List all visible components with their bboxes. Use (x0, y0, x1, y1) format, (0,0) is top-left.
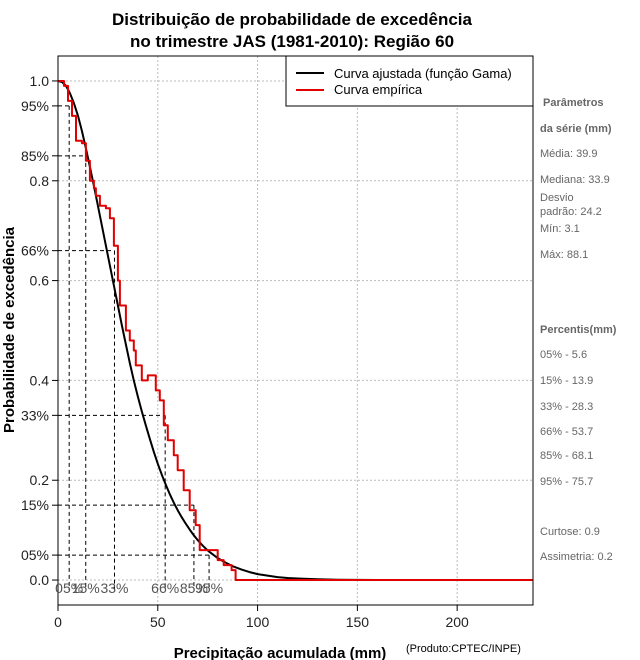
legend-box (285, 55, 534, 107)
percentil-15: 15% - 13.9 (540, 375, 593, 387)
percentile-guides (58, 105, 210, 590)
legend-label-empirical: Curva empírica (334, 82, 423, 97)
y-axis-label: Probabilidade de excedência (1, 226, 18, 433)
x-tick-label: 50 (150, 614, 166, 630)
percentile-label: 33% (100, 580, 128, 596)
y-tick-label: 0.6 (30, 273, 50, 289)
param-sd-line2: padrão: 24.2 (540, 206, 602, 218)
percentile-label: 66% (151, 580, 179, 596)
params-title-2: da série (mm) (540, 123, 612, 135)
y-axis-ticks: 1.0 95% 85% 0.8 66% 0.6 0.4 33% 0.2 15% 05% 0.0 (21, 73, 58, 588)
series-lines (57, 80, 533, 581)
param-min: Mín: 3.1 (540, 223, 580, 235)
param-mean: Média: 39.9 (540, 148, 597, 160)
x-axis-ticks: 0 50 100 150 200 (54, 605, 469, 630)
percentil-85: 85% - 68.1 (540, 450, 593, 462)
legend-label-fitted: Curva ajustada (função Gama) (334, 66, 512, 81)
percentile-label: 15% (72, 580, 100, 596)
y-tick-label: 0.0 (30, 572, 50, 588)
percentis-title: Percentis(mm) (540, 324, 617, 336)
x-tick-label: 100 (246, 614, 270, 630)
percentil-33: 33% - 28.3 (540, 401, 593, 413)
kurtosis: Curtose: 0.9 (540, 526, 600, 538)
y-tick-label: 15% (21, 497, 49, 513)
percentile-labels: 05%15% 33% 66% 85%95% (55, 580, 223, 596)
y-tick-label: 0.8 (30, 173, 50, 189)
param-median: Mediana: 33.9 (540, 174, 610, 186)
skewness: Assimetria: 0.2 (540, 551, 613, 563)
y-tick-label: 1.0 (30, 73, 50, 89)
y-tick-label: 0.2 (30, 472, 50, 488)
credit-text: (Produto:CPTEC/INPE) (406, 643, 521, 655)
percentil-05: 05% - 5.6 (540, 349, 587, 361)
y-tick-label: 95% (21, 98, 49, 114)
legend: Curva ajustada (função Gama) Curva empír… (285, 55, 534, 107)
percentil-66: 66% - 53.7 (540, 426, 593, 438)
side-panel: Parâmetros da série (mm) Média: 39.9 Med… (540, 97, 617, 563)
param-sd-line1: Desvio (540, 192, 574, 204)
x-tick-label: 150 (346, 614, 370, 630)
empirical-curve (58, 80, 533, 581)
y-tick-label: 0.4 (30, 372, 50, 388)
percentile-label: 95% (195, 580, 223, 596)
y-tick-label: 05% (21, 547, 49, 563)
y-tick-label: 85% (21, 148, 49, 164)
chart-title-line-1: Distribuição de probabilidade de excedên… (112, 10, 472, 29)
params-title-1: Parâmetros (543, 97, 604, 109)
x-tick-label: 0 (54, 614, 62, 630)
percentile-label: 05% (55, 580, 83, 596)
percentil-95: 95% - 75.7 (540, 476, 593, 488)
param-max: Máx: 88.1 (540, 249, 588, 261)
x-tick-label: 200 (445, 614, 469, 630)
x-axis-label: Precipitação acumulada (mm) (174, 645, 387, 660)
percentile-label: 85% (180, 580, 208, 596)
y-tick-label: 66% (21, 243, 49, 259)
chart-title-line-2: no trimestre JAS (1981-2010): Região 60 (130, 32, 454, 51)
y-tick-label: 33% (21, 407, 49, 423)
